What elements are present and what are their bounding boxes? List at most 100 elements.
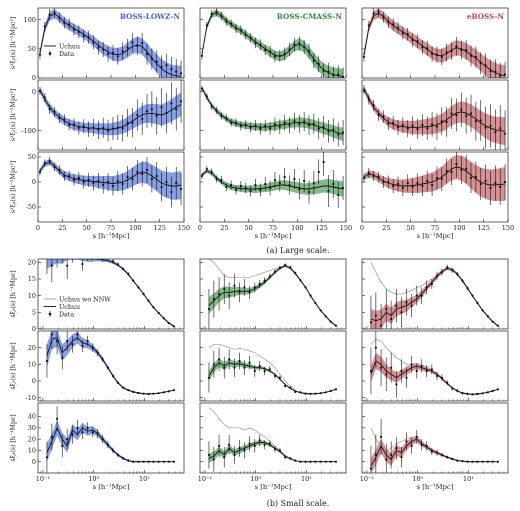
data-point <box>324 460 327 463</box>
data-point <box>425 286 428 289</box>
data-point <box>410 363 413 366</box>
y-tick-label: 0 <box>32 88 36 96</box>
panel-small-r1-c1 <box>199 330 347 402</box>
data-point <box>415 294 418 297</box>
data-point <box>142 292 145 296</box>
data-point <box>406 33 409 36</box>
uncertainty-band <box>363 85 506 146</box>
data-point <box>494 131 497 134</box>
data-point <box>420 443 423 446</box>
data-point <box>150 57 153 60</box>
y-tick-label: 30 <box>28 424 36 432</box>
data-point <box>102 183 105 187</box>
data-point <box>220 178 223 182</box>
data-point <box>278 54 281 57</box>
data-point <box>106 129 110 132</box>
data-point <box>341 186 345 190</box>
x-tick-label: 10⁻¹ <box>198 475 213 483</box>
panel-large-r0-c2: eBOSS-N <box>361 7 509 79</box>
data-point <box>228 294 231 297</box>
data-point <box>141 41 144 45</box>
x-tick-label: 10¹ <box>463 475 474 483</box>
data-point <box>273 270 277 273</box>
data-point <box>416 127 419 131</box>
data-point <box>111 260 115 263</box>
data-point <box>160 185 163 189</box>
panel-frame <box>37 258 185 330</box>
data-point <box>405 376 408 379</box>
y-axis-label: s²ξ₄(s) [h⁻²Mpc²] <box>10 161 17 213</box>
x-tick-label: 25 <box>220 224 228 232</box>
data-point <box>205 167 208 171</box>
data-point <box>264 48 267 52</box>
data-point <box>155 174 158 178</box>
data-point <box>362 176 366 180</box>
data-point <box>217 358 221 361</box>
data-point <box>369 321 373 324</box>
data-point <box>401 186 404 190</box>
data-point <box>210 170 213 174</box>
panel-large-r2-c1: 0 25 50 75 100 125 150 s [h⁻¹Mpc] <box>198 151 352 240</box>
data-point <box>106 366 109 369</box>
data-point <box>479 182 482 186</box>
data-point <box>362 88 366 91</box>
x-tick-label: 125 <box>477 224 489 232</box>
data-point <box>445 120 448 124</box>
data-point <box>337 133 340 136</box>
data-point <box>465 114 468 117</box>
data-point <box>127 272 130 276</box>
data-point <box>97 128 100 131</box>
plot-area <box>207 407 338 472</box>
panel-large-r1-c0: -100 0 <box>21 79 185 151</box>
data-point <box>228 443 231 446</box>
data-point <box>319 460 322 463</box>
data-point <box>111 184 115 188</box>
y-tick-label: 50 <box>28 153 36 161</box>
data-point <box>455 45 458 48</box>
data-point <box>312 181 315 185</box>
data-point <box>401 124 404 127</box>
data-point <box>278 125 281 128</box>
data-point <box>491 460 494 463</box>
panel-frame <box>37 330 185 402</box>
data-point <box>474 120 477 123</box>
data-point <box>314 301 317 305</box>
data-point <box>288 124 291 127</box>
data-point <box>390 453 393 457</box>
data-point <box>481 460 484 463</box>
data-point <box>499 74 502 77</box>
data-point <box>395 447 398 450</box>
data-point <box>329 389 332 393</box>
data-point <box>87 255 89 257</box>
y-axis-label: sξ₀(s) [h⁻¹Mpc] <box>10 270 17 317</box>
data-point <box>474 175 477 179</box>
data-point <box>86 426 89 429</box>
data-point <box>317 127 320 130</box>
data-point <box>486 315 489 318</box>
data-point <box>63 118 66 121</box>
data-point <box>121 50 124 53</box>
data-point <box>126 175 129 179</box>
data-point <box>396 126 400 129</box>
data-point <box>425 369 428 373</box>
uncertainty-band <box>208 264 336 327</box>
data-point <box>48 108 51 111</box>
data-point <box>307 124 311 127</box>
data-point <box>372 174 375 178</box>
data-point <box>392 121 395 124</box>
data-point <box>233 284 236 287</box>
data-point <box>421 184 424 188</box>
data-point <box>268 186 272 190</box>
data-point <box>137 460 140 463</box>
data-point <box>469 112 473 115</box>
data-point <box>205 24 208 27</box>
y-tick-label: 0 <box>32 458 36 466</box>
data-point <box>314 392 317 395</box>
data-point <box>307 190 311 194</box>
data-point <box>411 124 414 127</box>
x-axis-label: s [h⁻¹Mpc] <box>417 483 454 491</box>
uncertainty-band <box>39 9 182 78</box>
data-point <box>484 64 487 67</box>
uchuu-model-line <box>208 362 337 395</box>
data-point <box>200 87 204 90</box>
